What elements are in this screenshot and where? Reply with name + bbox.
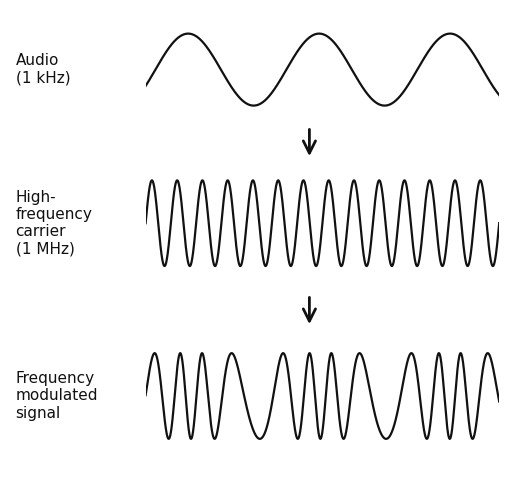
Text: Frequency
modulated
signal: Frequency modulated signal (16, 371, 98, 421)
Text: Audio
(1 kHz): Audio (1 kHz) (16, 53, 70, 86)
Text: High-
frequency
carrier
(1 MHz): High- frequency carrier (1 MHz) (16, 190, 93, 257)
